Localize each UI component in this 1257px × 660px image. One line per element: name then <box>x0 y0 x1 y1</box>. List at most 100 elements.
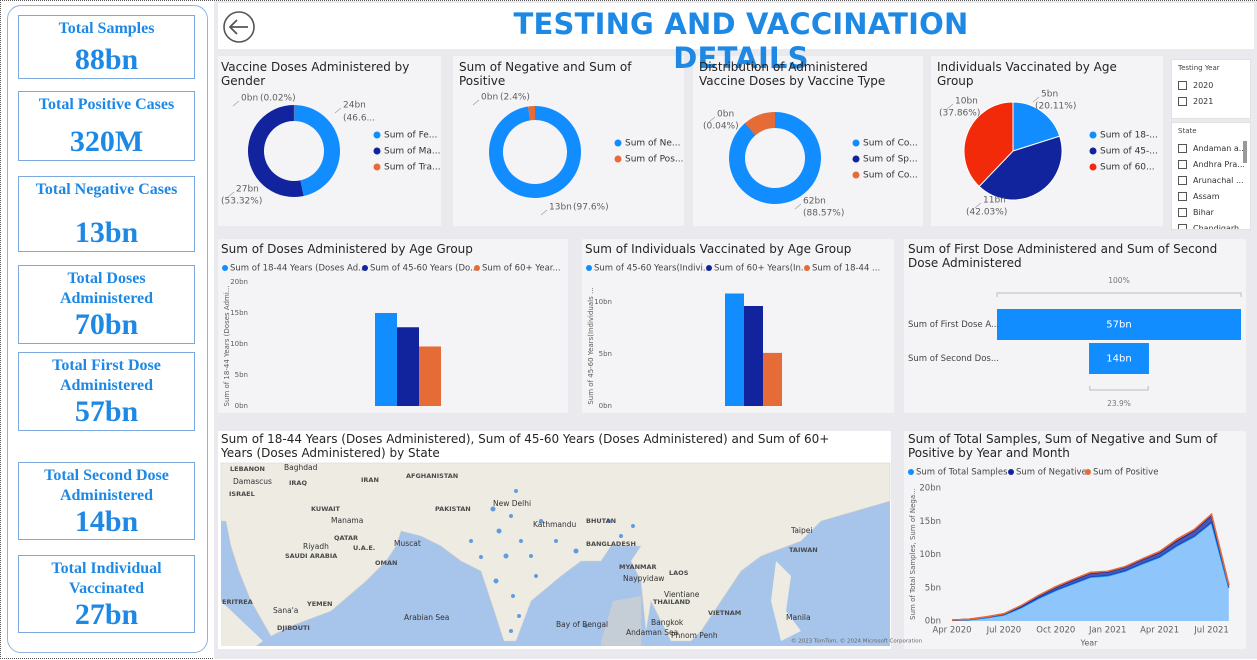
legend-marker <box>1090 132 1097 139</box>
legend-label: Sum of Pos... <box>625 155 683 165</box>
map-label: Damascus <box>233 477 272 486</box>
map-label: VIETNAM <box>708 609 741 617</box>
map-label: Riyadh <box>303 542 329 551</box>
kpi-value: 57bn <box>75 396 138 428</box>
map-label: Sana'a <box>273 606 298 615</box>
map-label: BANGLADESH <box>586 540 636 548</box>
map-label: DJIBOUTI <box>277 624 310 632</box>
slicer-item-label: Arunachal ... <box>1193 176 1244 185</box>
slicer-item[interactable]: 2021 <box>1178 93 1244 109</box>
chart-title: Sum of First Dose Administered and Sum o… <box>908 242 1238 270</box>
x-tick-label: Jan 2021 <box>1088 626 1126 636</box>
data-label-percent: (2.4%) <box>500 93 530 103</box>
legend-marker <box>374 164 381 171</box>
bar <box>419 346 441 406</box>
data-label: 10bn <box>955 97 978 107</box>
kpi-label: Total Individual Vaccinated <box>23 559 190 599</box>
legend-marker <box>615 156 622 163</box>
data-label-percent: (97.6%) <box>573 203 609 213</box>
slicer-item[interactable]: Chandigarh <box>1178 220 1244 230</box>
category-label: Sum of First Dose A... <box>908 320 999 330</box>
bar <box>397 327 419 406</box>
y-tick-label: 10bn <box>919 550 941 560</box>
slicer-item-label: Assam <box>1193 192 1220 201</box>
map-label: Naypyidaw <box>623 574 664 583</box>
map-label: KUWAIT <box>311 505 341 513</box>
x-tick-label: Apr 2020 <box>932 626 971 636</box>
x-tick-label: Oct 2020 <box>1036 626 1075 636</box>
y-axis-title: Sum of 45-60 Years(Individuals ... <box>587 287 595 404</box>
scrollbar[interactable] <box>1243 141 1247 163</box>
checkbox[interactable] <box>1178 81 1187 90</box>
checkbox[interactable] <box>1178 97 1187 106</box>
slicer-title: State <box>1178 127 1244 135</box>
legend-label: Sum of 45-... <box>1100 147 1158 157</box>
legend-label: Sum of 18-... <box>1100 131 1158 141</box>
map-label: LAOS <box>669 569 689 577</box>
map-label: TAIWAN <box>789 546 818 554</box>
legend-label: Sum of Co... <box>863 171 918 181</box>
checkbox[interactable] <box>1178 144 1187 153</box>
legend-label: Sum of 45-60 Years(Indivi... <box>594 264 711 274</box>
map-credit: © 2023 TomTom, © 2024 Microsoft Corporat… <box>791 638 923 645</box>
kpi-label: Total Second Dose Administered <box>23 466 190 506</box>
legend-label: Sum of 18-44 ... <box>812 264 880 274</box>
map-label: Bay of Bengal <box>556 620 608 629</box>
back-button[interactable] <box>224 12 254 42</box>
slicer-item[interactable]: Bihar <box>1178 204 1244 220</box>
data-label-percent: (37.86%) <box>939 109 980 119</box>
data-label-percent: (0.02%) <box>260 94 296 104</box>
map-label: IRAQ <box>289 479 307 487</box>
checkbox[interactable] <box>1178 224 1187 231</box>
checkbox[interactable] <box>1178 192 1187 201</box>
legend-label: Sum of 18-44 Years (Doses Ad... <box>230 264 366 274</box>
data-label-percent: (88.57%) <box>803 209 844 219</box>
map-label: YEMEN <box>306 600 333 608</box>
slicer-item-label: Bihar <box>1193 208 1214 217</box>
map-label: MYANMAR <box>619 563 657 571</box>
data-label: 0bn <box>717 110 734 120</box>
y-tick-label: 20bn <box>230 278 248 286</box>
x-tick-label: Jul 2021 <box>1193 626 1229 636</box>
y-tick-label: 5bn <box>599 350 612 358</box>
chart-title: Individuals Vaccinated by Age Group <box>937 60 1157 88</box>
slicer-item[interactable]: Assam <box>1178 188 1244 204</box>
map-label: Manila <box>786 613 811 622</box>
legend-label: Sum of Co... <box>863 139 918 149</box>
checkbox[interactable] <box>1178 208 1187 217</box>
legend-label: Sum of Total Samples <box>916 468 1008 478</box>
data-label: 13bn <box>549 203 572 213</box>
data-label-percent: (53.32%) <box>221 197 262 207</box>
y-axis-title: Sum of 18-44 Years (Doses Admi... <box>223 286 231 407</box>
kpi-value: 70bn <box>75 309 138 341</box>
legend-label: Sum of Tra... <box>384 163 441 173</box>
legend-label: Sum of Ma... <box>384 147 440 157</box>
x-tick-label: Apr 2021 <box>1140 626 1179 636</box>
percent-label: 23.9% <box>1107 399 1131 408</box>
map-label: THAILAND <box>653 598 691 606</box>
legend-label: Sum of Sp... <box>863 155 918 165</box>
checkbox[interactable] <box>1178 160 1187 169</box>
checkbox[interactable] <box>1178 176 1187 185</box>
slicer-item[interactable]: Andaman a... <box>1178 140 1244 156</box>
slicer-item[interactable]: Arunachal ... <box>1178 172 1244 188</box>
legend-marker <box>853 172 860 179</box>
kpi-label: Total First Dose Administered <box>23 356 190 396</box>
kpi-value: 14bn <box>75 506 138 538</box>
x-axis-title: Year <box>1080 639 1099 648</box>
map-label: Andaman Sea <box>626 628 678 637</box>
slicer-item[interactable]: Andhra Pra... <box>1178 156 1244 172</box>
map-label: Taipei <box>790 526 812 535</box>
chart-title: Sum of Doses Administered by Age Group <box>221 242 561 256</box>
y-tick-label: 15bn <box>919 517 941 527</box>
slicer-item[interactable]: 2020 <box>1178 77 1244 93</box>
bar <box>744 306 763 406</box>
data-label-percent: (0.04%) <box>703 122 739 132</box>
x-tick-label: Jul 2020 <box>986 626 1022 636</box>
slicer-title: Testing Year <box>1178 64 1244 72</box>
